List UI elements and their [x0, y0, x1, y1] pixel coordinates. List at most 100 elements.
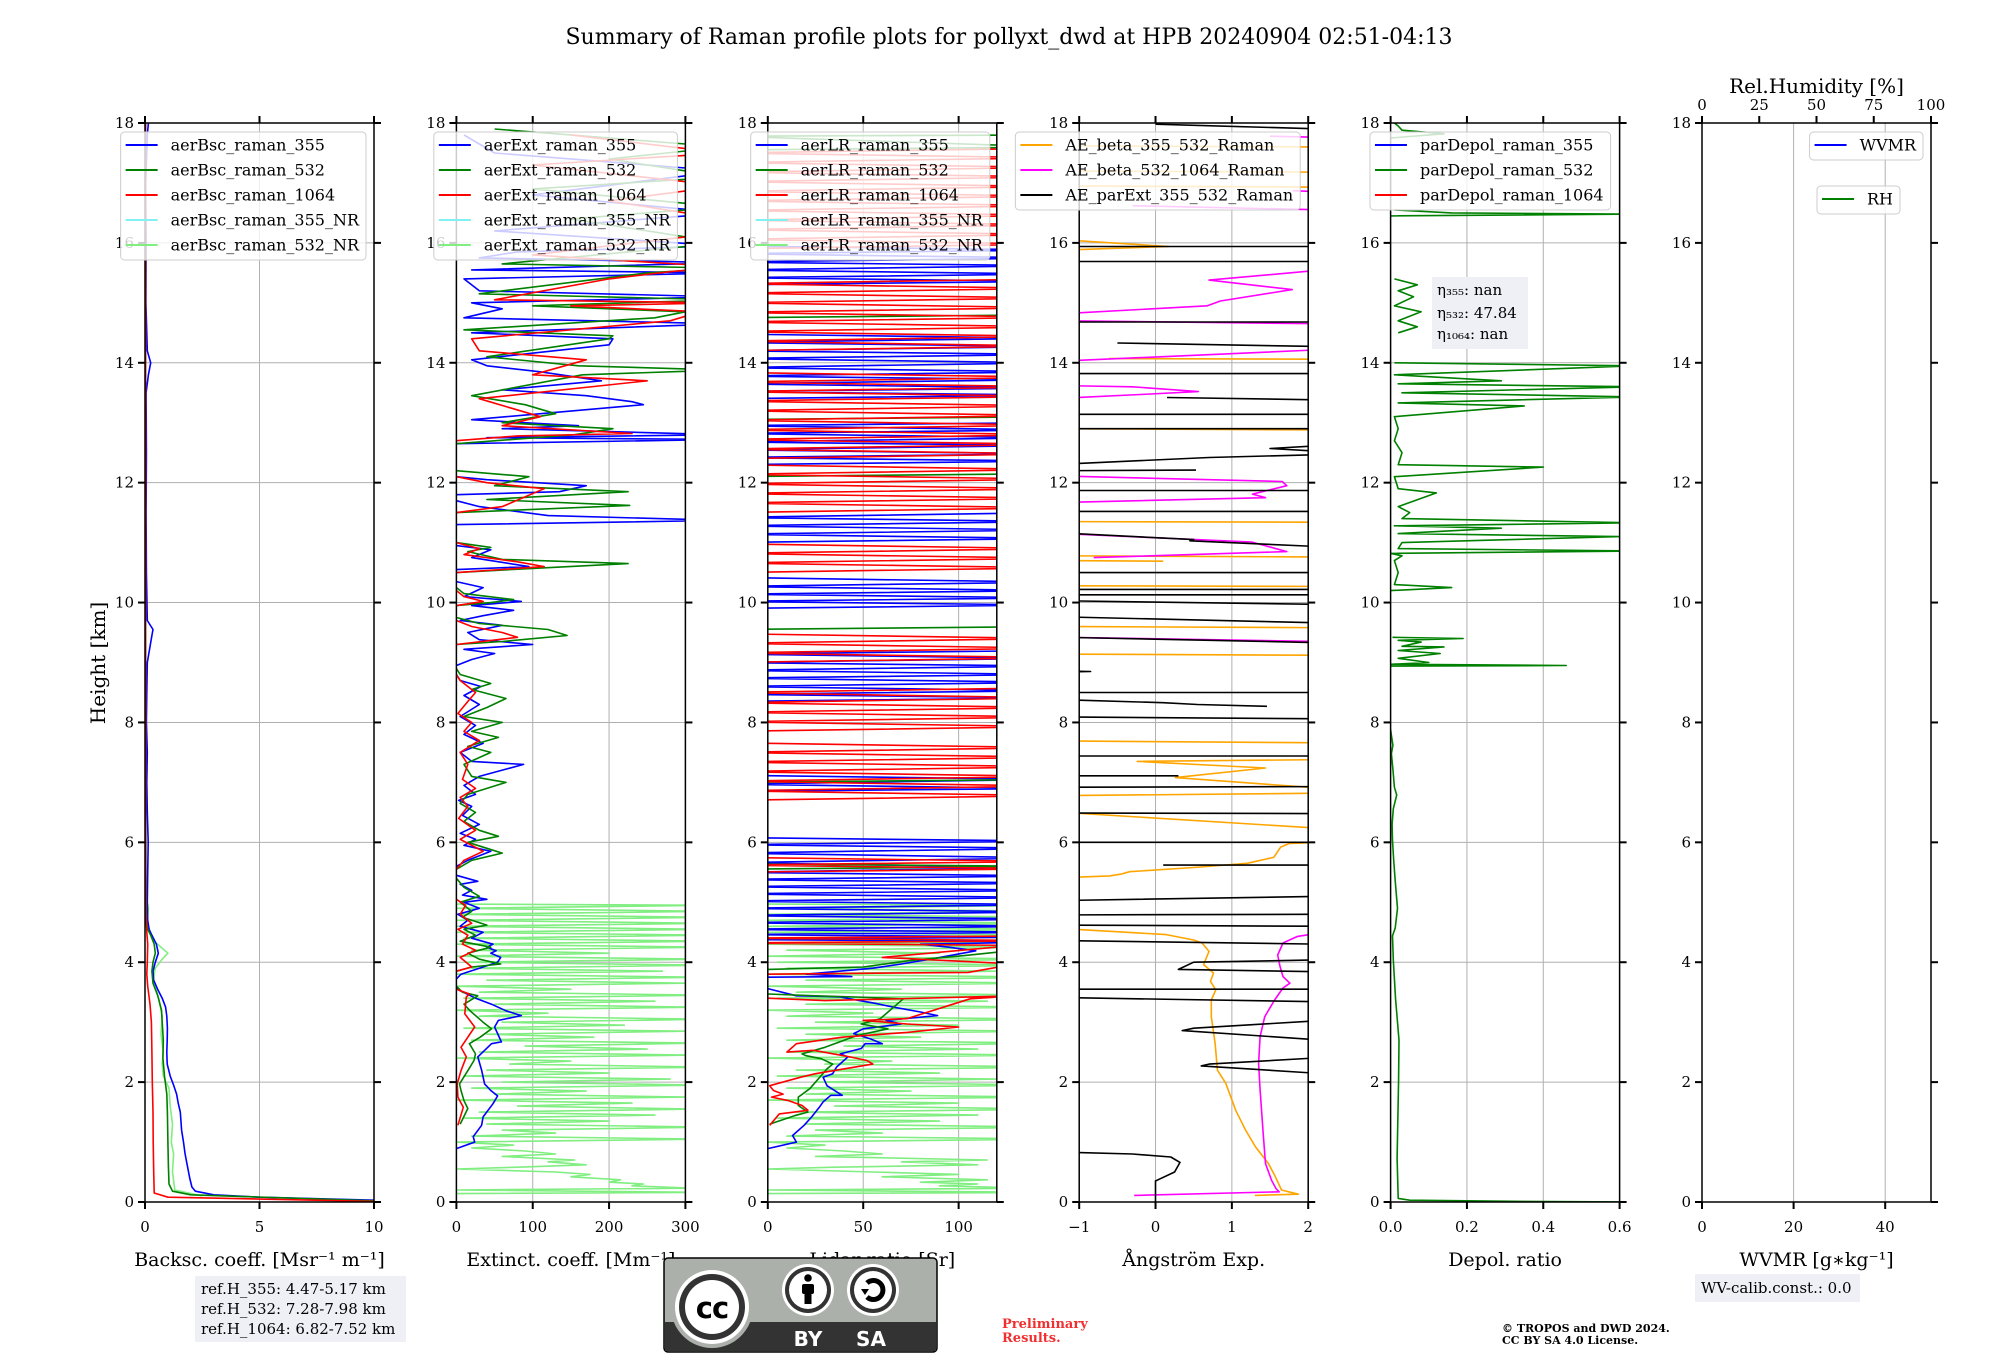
x-axis-label: Ångström Exp.: [1121, 1249, 1265, 1271]
x-tick-label: 0.6: [1608, 1218, 1632, 1236]
legend-entry-aerext-raman-532-nr: aerExt_raman_532_NR: [438, 236, 672, 255]
legend-entry-aerlr-raman-355-nr: aerLR_raman_355_NR: [755, 211, 984, 230]
x-tick-label: 5: [255, 1218, 265, 1236]
y-tick-label: 8: [1059, 713, 1069, 731]
legend-label: aerExt_raman_532_NR: [484, 236, 672, 255]
legend-entry-aerext-raman-355-nr: aerExt_raman_355_NR: [438, 211, 672, 230]
y-tick-label: 18: [1049, 114, 1068, 132]
x-tick-label: 100: [518, 1218, 547, 1236]
legend-label: aerExt_raman_532: [484, 161, 637, 180]
series-lines: [456, 128, 686, 1195]
legend-frame: [1369, 131, 1612, 211]
y-tick-label: 14: [426, 354, 445, 372]
figure-title: Summary of Raman profile plots for polly…: [565, 25, 1452, 50]
top-x-tick-label: 25: [1750, 96, 1769, 114]
legend-entry-aerbsc-raman-1064: aerBsc_raman_1064: [125, 186, 336, 205]
legend-label: AE_beta_532_1064_Raman: [1064, 161, 1284, 180]
attribution-person-icon: [782, 1264, 834, 1316]
legend-entry-pardepol-raman-532: parDepol_raman_532: [1374, 161, 1593, 180]
legend: aerBsc_raman_355 aerBsc_raman_532 aerBsc_r…: [120, 131, 367, 261]
profile-panels: 0510024681012141618Backsc. coeff. [Msr⁻¹…: [115, 74, 1945, 1271]
legend-entry-wvmr: WVMR: [1814, 136, 1917, 155]
legend-label: aerExt_raman_355: [484, 136, 637, 155]
y-tick-label: 2: [436, 1073, 446, 1091]
y-tick-label: 2: [124, 1073, 134, 1091]
y-tick-label: 6: [1370, 833, 1380, 851]
y-tick-label: 14: [1361, 354, 1380, 372]
axes-frame: [1078, 122, 1309, 1203]
legend-entry-aerbsc-raman-355: aerBsc_raman_355: [125, 136, 325, 155]
y-tick-label: 12: [115, 474, 134, 492]
top-x-axis-label: Rel.Humidity [%]: [1729, 74, 1904, 98]
y-tick-label: 0: [1370, 1193, 1380, 1211]
eta-1064-text: η₁₀₆₄: nan: [1437, 325, 1508, 343]
legend-entry-aerbsc-raman-532: aerBsc_raman_532: [125, 161, 325, 180]
legend-entry-ae-parext-355-532-raman: AE_parExt_355_532_Raman: [1020, 186, 1293, 205]
cc-by-sa-license-badge: cc BY SA: [663, 1257, 938, 1353]
y-tick-label: 18: [1361, 114, 1380, 132]
y-tick-label: 12: [1672, 474, 1691, 492]
legend-entry-pardepol-raman-1064: parDepol_raman_1064: [1374, 186, 1604, 205]
x-tick-label: 0.0: [1379, 1218, 1403, 1236]
y-tick-label: 8: [1370, 713, 1380, 731]
y-tick-label: 2: [1059, 1073, 1069, 1091]
x-tick-label: 0.2: [1455, 1218, 1479, 1236]
y-tick-label: 12: [1361, 474, 1380, 492]
legend: RH: [1816, 185, 1901, 215]
axes-frame: [767, 122, 998, 1203]
y-tick-label: 2: [747, 1073, 757, 1091]
legend-entry-aerext-raman-355: aerExt_raman_355: [438, 136, 637, 155]
y-tick-label: 0: [747, 1193, 757, 1211]
x-tick-label: 0: [452, 1218, 462, 1236]
y-tick-label: 16: [1361, 234, 1380, 252]
y-tick-label: 4: [1059, 953, 1069, 971]
y-tick-label: 0: [1059, 1193, 1069, 1211]
panel-extinction: 0100200300024681012141618Extinct. coeff.…: [426, 114, 699, 1271]
legend-label: aerBsc_raman_355: [171, 136, 325, 155]
x-tick-label: 1: [1227, 1218, 1237, 1236]
legend-frame: [750, 131, 991, 261]
axes-frame: [455, 122, 687, 1203]
preliminary-notice-line-1: Preliminary: [1002, 1317, 1088, 1332]
y-tick-label: 6: [436, 833, 446, 851]
legend-entry-aerbsc-raman-532-nr: aerBsc_raman_532_NR: [125, 236, 360, 255]
x-tick-label: 200: [595, 1218, 624, 1236]
wv-calibration-box: WV-calib.const.: 0.0: [1695, 1274, 1860, 1302]
legend-frame: [433, 131, 678, 261]
legend-label: aerBsc_raman_355_NR: [171, 211, 360, 230]
legend-frame: [1809, 131, 1924, 161]
legend: parDepol_raman_355 parDepol_raman_532 parD…: [1369, 131, 1612, 211]
y-tick-label: 4: [1370, 953, 1380, 971]
copyright-line-1: © TROPOS and DWD 2024.: [1502, 1322, 1670, 1335]
y-axis-label: Height [km]: [86, 602, 110, 724]
x-axis-label: Depol. ratio: [1448, 1249, 1562, 1271]
x-tick-label: 0: [763, 1218, 773, 1236]
legend-entry-aerlr-raman-532: aerLR_raman_532: [755, 161, 949, 180]
legend-label: AE_beta_355_532_Raman: [1064, 136, 1274, 155]
legend-label: WVMR: [1860, 136, 1917, 155]
panel-water-vapor: 0 20 40 0 2 4 6 8 10 12 14 16 18 WVMR [g∗kg⁻¹] 0 25 50 75…: [1672, 74, 1945, 1271]
y-tick-label: 4: [124, 953, 134, 971]
series-lines: [1079, 123, 1309, 1202]
legend-label: aerExt_raman_355_NR: [484, 211, 672, 230]
panel-depolarization: 0.0 0.2 0.4 0.6 0 2 4 6 8 10 12 14 16 18 Depol. ratio p…: [1361, 114, 1632, 1271]
x-tick-label: 0: [140, 1218, 150, 1236]
share-alike-icon: [847, 1264, 899, 1316]
copyright-line-2: CC BY SA 4.0 License.: [1502, 1334, 1638, 1347]
legend-label: aerBsc_raman_532_NR: [171, 236, 360, 255]
x-tick-label: −1: [1068, 1218, 1090, 1236]
ticks: 0.0 0.2 0.4 0.6 0 2 4 6 8 10 12 14 16 18: [1361, 114, 1632, 1236]
x-tick-label: 2: [1303, 1218, 1313, 1236]
y-tick-label: 18: [426, 114, 445, 132]
axes-frame: [1389, 122, 1621, 1203]
legend-label: parDepol_raman_1064: [1420, 186, 1604, 205]
top-x-tick-label: 0: [1697, 96, 1707, 114]
badge-sa-label: SA: [856, 1327, 886, 1351]
y-tick-label: 10: [738, 594, 757, 612]
legend-frame: [120, 131, 367, 261]
panel-backscatter: 0510024681012141618Backsc. coeff. [Msr⁻¹…: [115, 114, 385, 1271]
legend-label: parDepol_raman_355: [1420, 136, 1593, 155]
x-tick-label: 0: [1151, 1218, 1161, 1236]
legend-label: aerBsc_raman_1064: [171, 186, 336, 205]
